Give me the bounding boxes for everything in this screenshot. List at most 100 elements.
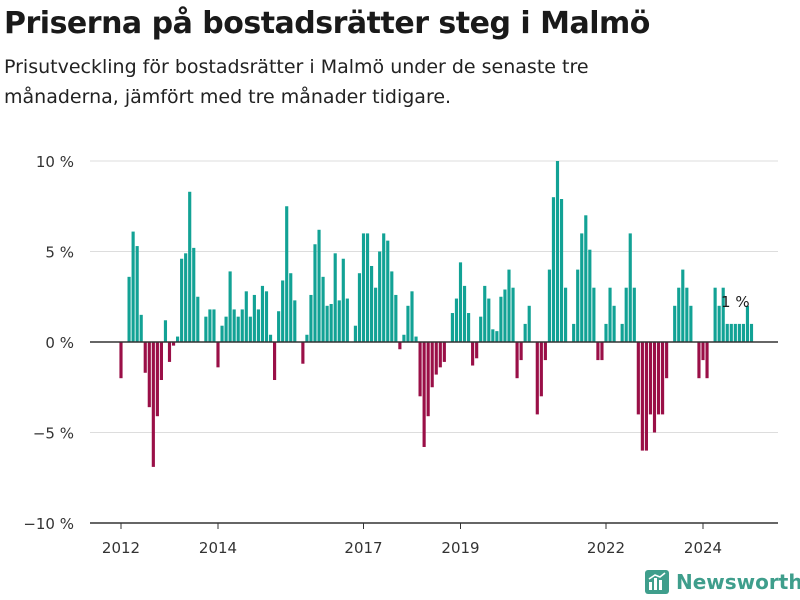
bar [551, 197, 556, 342]
bar [426, 342, 430, 417]
bar [705, 342, 709, 379]
bar [155, 342, 159, 417]
bar [151, 342, 155, 467]
bar [495, 331, 499, 342]
bar [576, 269, 580, 342]
bar [273, 342, 277, 381]
bar [527, 305, 531, 342]
bar [592, 287, 596, 342]
bar [422, 342, 426, 447]
bar [450, 313, 454, 342]
bar [248, 316, 252, 342]
x-tick-label: 2014 [199, 539, 237, 557]
bar [228, 271, 232, 342]
bar [224, 316, 228, 342]
x-tick-label: 2024 [684, 539, 722, 557]
bar [188, 191, 192, 342]
bar [216, 342, 220, 368]
bar [442, 342, 446, 362]
bar [584, 215, 588, 342]
bar [386, 240, 390, 342]
brand-name: Newsworthy [676, 570, 800, 594]
bar [580, 233, 584, 342]
bar [725, 323, 729, 342]
brand: Newsworthy [644, 569, 800, 595]
bar [240, 309, 244, 342]
bar [749, 323, 754, 342]
bar [713, 287, 717, 342]
bar [628, 233, 632, 342]
bar [252, 294, 256, 342]
axes [90, 341, 778, 529]
bar [313, 244, 317, 342]
bar [612, 305, 616, 342]
bar [402, 334, 406, 342]
bar [333, 253, 337, 342]
last-value-annotation: 1 % [721, 293, 750, 311]
bar [430, 342, 434, 388]
bar [454, 298, 459, 342]
bar [632, 287, 636, 342]
bar [467, 313, 471, 342]
bar [479, 316, 483, 342]
bar [196, 296, 200, 342]
bar [697, 342, 701, 379]
bar [260, 285, 265, 342]
bar [341, 258, 345, 342]
bar [499, 296, 503, 342]
x-tick-label: 2012 [102, 539, 140, 557]
bar [394, 294, 398, 342]
bar [390, 271, 394, 342]
bar [681, 269, 685, 342]
bar [604, 323, 608, 342]
bar [192, 247, 196, 342]
x-tick-label: 2017 [344, 539, 382, 557]
bar [661, 342, 665, 415]
bar [337, 300, 341, 342]
bar [406, 305, 410, 342]
bar [398, 342, 402, 350]
bar [620, 323, 624, 342]
bar [547, 269, 551, 342]
bar [543, 342, 547, 361]
bar [309, 294, 313, 342]
bar [729, 323, 733, 342]
bar [220, 325, 224, 342]
bar [418, 342, 422, 397]
bar [733, 323, 737, 342]
bar [555, 161, 560, 342]
bar [458, 262, 463, 342]
newsworthy-logo-icon [645, 570, 669, 594]
gridlines [90, 160, 778, 433]
bar [523, 323, 527, 342]
bar [382, 233, 386, 342]
bar [301, 342, 305, 364]
bar [131, 231, 135, 342]
bar [353, 325, 357, 342]
bar [438, 342, 442, 368]
bar [277, 311, 281, 342]
bar [519, 342, 523, 361]
bar [317, 229, 321, 342]
bar [361, 233, 366, 342]
bar [624, 287, 628, 342]
bar [329, 303, 333, 342]
bar [281, 280, 285, 342]
bar [244, 291, 248, 342]
x-tick-label: 2019 [441, 539, 479, 557]
bar [471, 342, 475, 366]
bar [572, 323, 576, 342]
bar [535, 342, 539, 415]
bar [737, 323, 741, 342]
bar [511, 287, 515, 342]
bar [741, 323, 745, 342]
bar [596, 342, 600, 361]
bar [656, 342, 661, 415]
bar [135, 246, 139, 342]
bar [127, 276, 131, 342]
bar [180, 258, 184, 342]
bar [236, 316, 240, 342]
bar [475, 342, 479, 359]
bar [410, 291, 414, 342]
